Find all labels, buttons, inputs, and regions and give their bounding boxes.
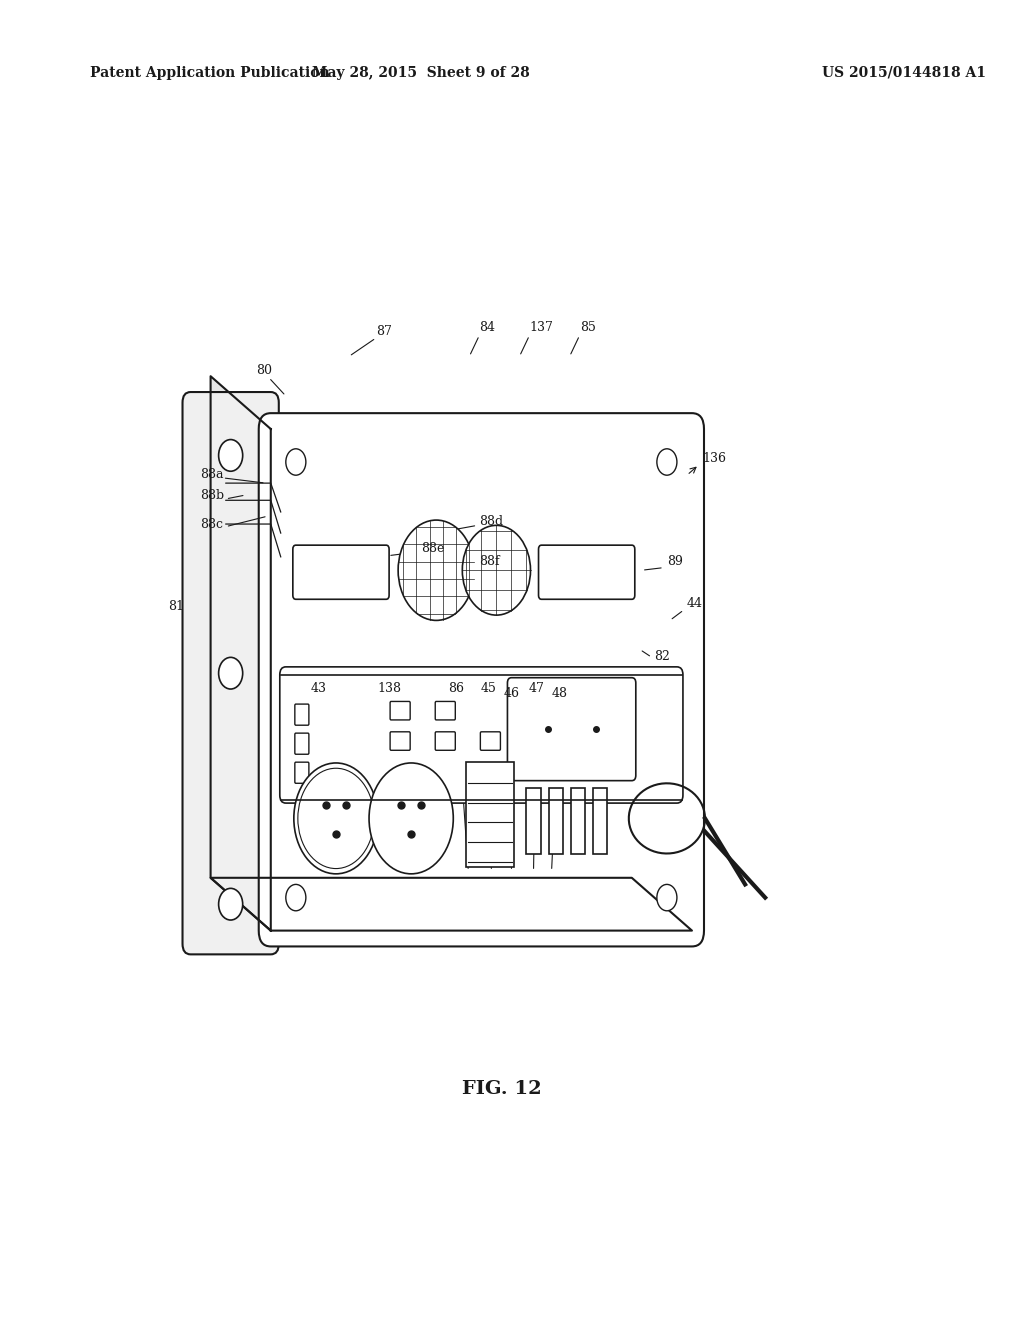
Text: 88b: 88b xyxy=(201,488,224,502)
Circle shape xyxy=(462,525,530,615)
Text: 47: 47 xyxy=(528,681,545,694)
Text: May 28, 2015  Sheet 9 of 28: May 28, 2015 Sheet 9 of 28 xyxy=(312,66,530,79)
FancyBboxPatch shape xyxy=(293,545,389,599)
Text: 137: 137 xyxy=(529,321,553,334)
Text: 86: 86 xyxy=(449,681,464,694)
Text: 80: 80 xyxy=(256,363,271,376)
Text: 88d: 88d xyxy=(479,515,504,528)
Circle shape xyxy=(218,440,243,471)
FancyBboxPatch shape xyxy=(539,545,635,599)
Text: 45: 45 xyxy=(480,681,497,694)
FancyBboxPatch shape xyxy=(508,677,636,780)
Circle shape xyxy=(294,763,378,874)
Text: 136: 136 xyxy=(702,451,726,465)
Circle shape xyxy=(656,449,677,475)
Text: FIG. 12: FIG. 12 xyxy=(462,1080,542,1098)
FancyBboxPatch shape xyxy=(570,788,585,854)
Circle shape xyxy=(369,763,454,874)
Polygon shape xyxy=(211,376,270,931)
Text: US 2015/0144818 A1: US 2015/0144818 A1 xyxy=(822,66,986,79)
Text: 81: 81 xyxy=(169,599,184,612)
FancyBboxPatch shape xyxy=(182,392,279,954)
Text: 88c: 88c xyxy=(201,517,223,531)
FancyBboxPatch shape xyxy=(480,731,501,750)
Circle shape xyxy=(286,449,306,475)
FancyBboxPatch shape xyxy=(526,788,541,854)
FancyBboxPatch shape xyxy=(295,733,309,754)
FancyBboxPatch shape xyxy=(259,413,703,946)
Text: Patent Application Publication: Patent Application Publication xyxy=(90,66,330,79)
Text: 84: 84 xyxy=(479,321,496,334)
Circle shape xyxy=(218,888,243,920)
FancyBboxPatch shape xyxy=(549,788,562,854)
Text: 85: 85 xyxy=(580,321,596,334)
FancyBboxPatch shape xyxy=(280,667,683,803)
FancyBboxPatch shape xyxy=(435,701,456,719)
Text: 46: 46 xyxy=(504,686,519,700)
Text: 48: 48 xyxy=(552,686,567,700)
Text: 88a: 88a xyxy=(201,467,224,480)
Text: 88f: 88f xyxy=(479,554,500,568)
Text: 88e: 88e xyxy=(421,541,444,554)
Circle shape xyxy=(656,884,677,911)
FancyBboxPatch shape xyxy=(390,731,411,750)
Circle shape xyxy=(286,884,306,911)
FancyBboxPatch shape xyxy=(435,731,456,750)
FancyBboxPatch shape xyxy=(295,762,309,783)
FancyBboxPatch shape xyxy=(466,762,514,867)
Text: 43: 43 xyxy=(311,681,327,694)
FancyBboxPatch shape xyxy=(593,788,607,854)
Text: 138: 138 xyxy=(377,681,401,694)
Circle shape xyxy=(218,657,243,689)
Polygon shape xyxy=(211,878,692,931)
FancyBboxPatch shape xyxy=(295,704,309,725)
Circle shape xyxy=(398,520,474,620)
Text: 89: 89 xyxy=(667,554,683,568)
FancyBboxPatch shape xyxy=(390,701,411,719)
Text: 87: 87 xyxy=(376,325,392,338)
Text: 44: 44 xyxy=(687,597,702,610)
Text: 82: 82 xyxy=(654,649,670,663)
